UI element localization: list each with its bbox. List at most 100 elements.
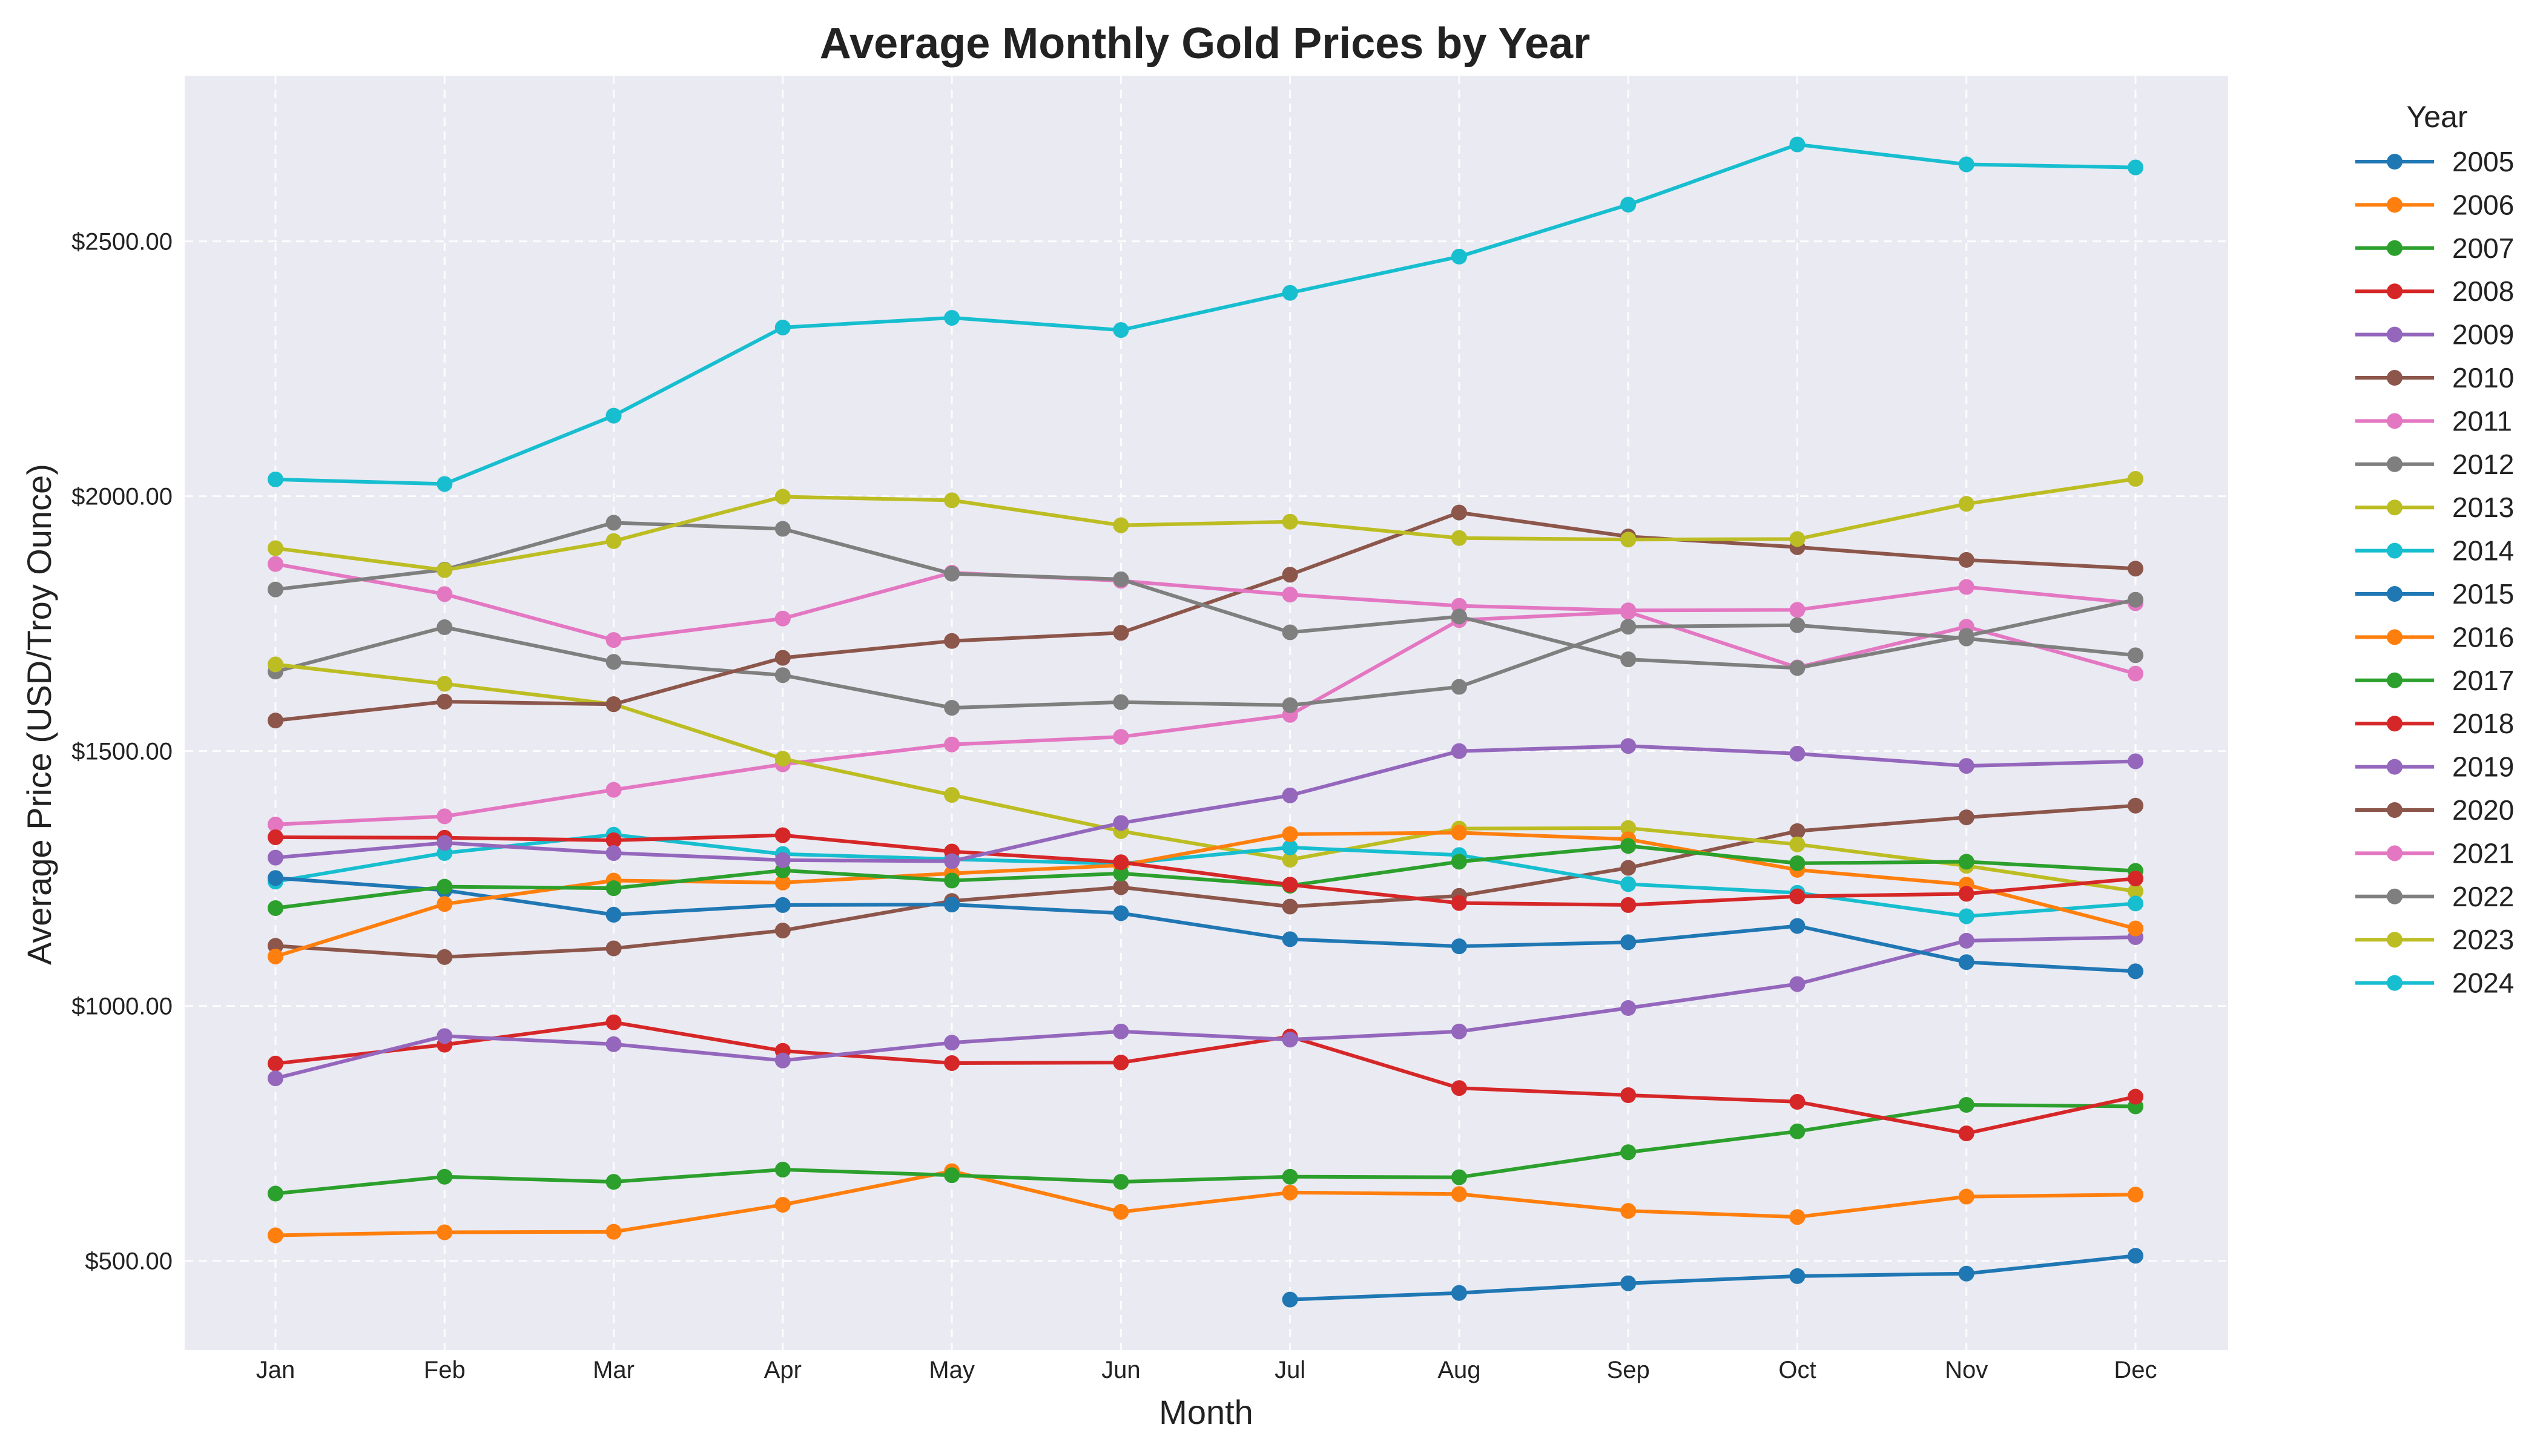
- legend-label: 2023: [2452, 924, 2514, 955]
- x-tick-label: May: [929, 1357, 975, 1383]
- data-point: [437, 562, 453, 578]
- data-point: [2128, 1089, 2143, 1105]
- data-point: [1620, 876, 1637, 892]
- data-point: [1789, 855, 1806, 871]
- data-point: [605, 782, 622, 798]
- data-point: [605, 654, 622, 670]
- legend-label: 2012: [2452, 449, 2514, 480]
- series-line: [275, 1169, 2136, 1237]
- data-point: [268, 1070, 283, 1087]
- data-point: [1789, 602, 1806, 618]
- data-point: [1451, 1285, 1467, 1301]
- data-point: [1789, 888, 1806, 904]
- data-point: [268, 870, 283, 886]
- series-2022: [268, 515, 2143, 676]
- legend-item: 2024: [2355, 967, 2514, 999]
- data-point: [437, 835, 453, 851]
- data-point: [1789, 1268, 1806, 1284]
- series-2008: [268, 1014, 2143, 1142]
- data-point: [944, 565, 960, 582]
- legend-point-marker: [2387, 499, 2403, 516]
- legend-point-marker: [2387, 586, 2403, 602]
- y-tick-label: $1000.00: [71, 993, 173, 1020]
- legend-item: 2018: [2355, 708, 2514, 739]
- data-point: [1113, 905, 1129, 921]
- data-point: [1113, 729, 1129, 745]
- data-point: [1620, 197, 1637, 213]
- data-point: [605, 940, 622, 957]
- legend-point-marker: [2387, 716, 2403, 732]
- data-point: [437, 693, 453, 710]
- data-point: [1282, 877, 1298, 893]
- data-point: [1789, 836, 1806, 852]
- data-point: [1620, 738, 1637, 754]
- data-point: [268, 581, 283, 598]
- data-point: [268, 1227, 283, 1244]
- legend-point-marker: [2387, 370, 2403, 386]
- legend-item: 2019: [2355, 751, 2514, 783]
- data-point: [944, 787, 960, 803]
- series-line: [275, 142, 2136, 486]
- data-point: [1789, 617, 1806, 633]
- data-point: [605, 832, 622, 848]
- data-point: [268, 849, 283, 866]
- legend-label: 2016: [2452, 621, 2514, 653]
- data-point: [1958, 552, 1974, 568]
- data-point: [1451, 530, 1467, 546]
- data-point: [437, 586, 453, 602]
- data-point: [1620, 532, 1637, 548]
- legend-label: 2011: [2452, 405, 2512, 436]
- data-point: [1113, 625, 1129, 641]
- data-point: [1958, 1096, 1974, 1113]
- legend-item: 2016: [2355, 621, 2514, 653]
- data-point: [944, 633, 960, 649]
- data-point: [437, 476, 453, 492]
- x-tick-label: Feb: [424, 1357, 466, 1383]
- plot-background: [185, 76, 2228, 1350]
- legend-point-marker: [2387, 240, 2403, 256]
- x-axis-ticks: Jan Feb Mar Apr May Jun Jul Aug Sep Oct Nov Dec: [256, 1357, 2157, 1383]
- data-point: [944, 1055, 960, 1071]
- data-point: [1789, 136, 1806, 153]
- data-point: [774, 521, 791, 537]
- data-point: [944, 700, 960, 716]
- data-point: [437, 1028, 453, 1044]
- data-point: [605, 407, 622, 424]
- data-point: [1620, 1275, 1637, 1291]
- x-tick-label: Jan: [256, 1357, 295, 1383]
- data-point: [268, 656, 283, 673]
- data-point: [1451, 938, 1467, 955]
- data-point: [1789, 1209, 1806, 1225]
- data-point: [1451, 895, 1467, 911]
- data-point: [774, 852, 791, 868]
- data-point: [1282, 285, 1298, 301]
- data-point: [1282, 931, 1298, 947]
- data-point: [605, 1224, 622, 1240]
- legend-item: 2021: [2355, 837, 2514, 869]
- series-line: [275, 623, 2136, 710]
- legend-point-marker: [2387, 975, 2403, 991]
- data-point: [1282, 587, 1298, 603]
- data-point: [1282, 624, 1298, 641]
- legend-item: 2008: [2355, 275, 2514, 307]
- legend-item: 2014: [2355, 535, 2514, 567]
- data-point: [1789, 1093, 1806, 1110]
- series-line: [1290, 1254, 2136, 1302]
- data-point: [268, 1055, 283, 1072]
- data-point: [1113, 1055, 1129, 1071]
- data-point: [1958, 156, 1974, 173]
- legend-item: 2011: [2355, 405, 2512, 436]
- y-tick-label: $1500.00: [71, 739, 173, 765]
- data-point: [944, 492, 960, 509]
- x-axis-label: Month: [1159, 1393, 1253, 1431]
- data-point: [605, 515, 622, 531]
- series-2006: [268, 1163, 2143, 1244]
- x-tick-label: Mar: [593, 1357, 635, 1383]
- data-point: [944, 309, 960, 326]
- data-point: [605, 1014, 622, 1030]
- data-point: [605, 1174, 622, 1190]
- legend-item: 2017: [2355, 665, 2514, 696]
- legend-item: 2005: [2355, 146, 2514, 177]
- data-point: [1620, 838, 1637, 854]
- y-axis-label: Average Price (USD/Troy Ounce): [20, 464, 58, 965]
